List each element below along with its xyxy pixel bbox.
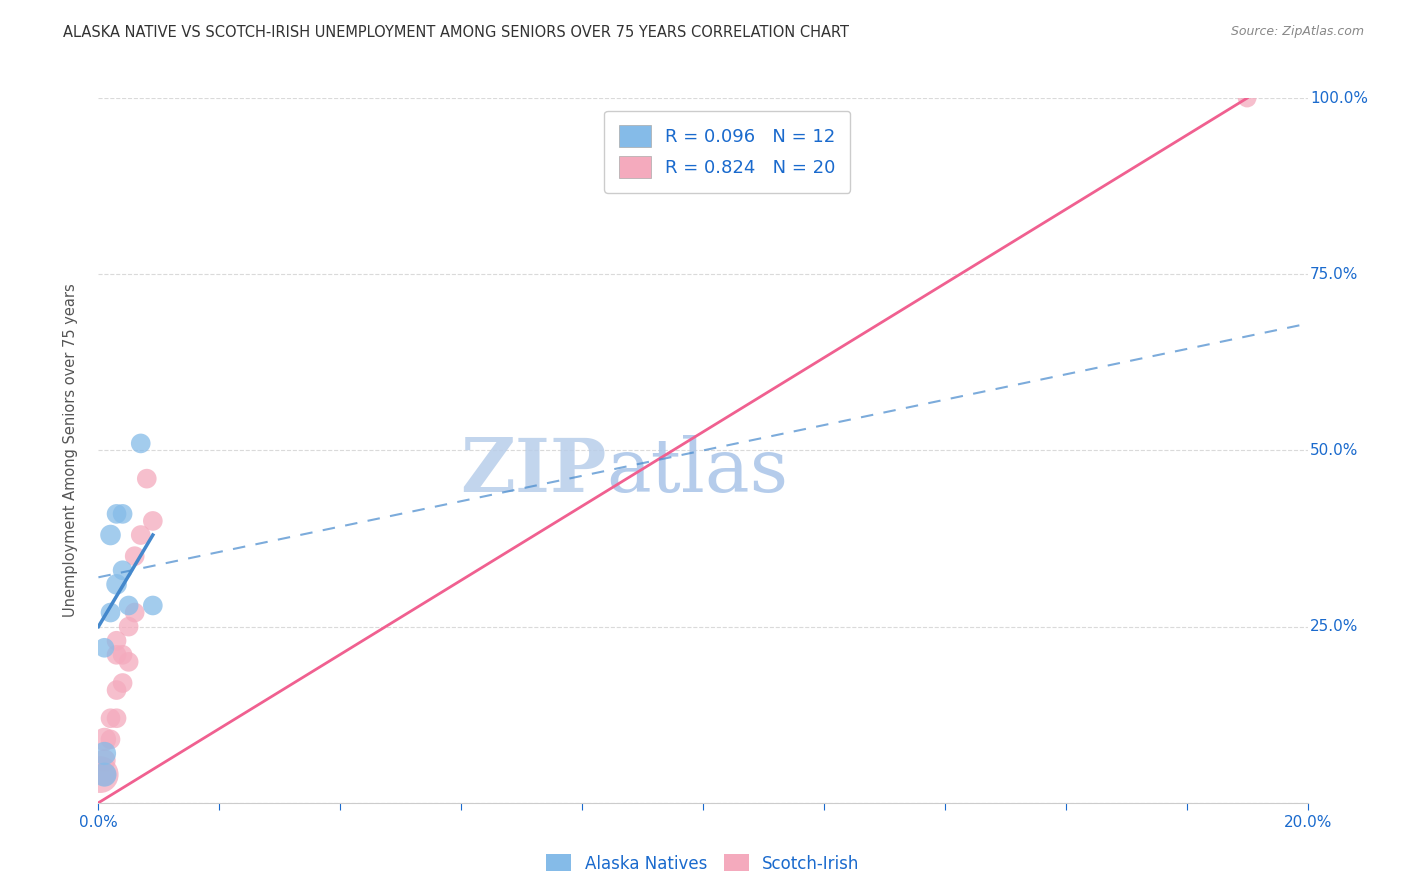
Point: [105, 577, 128, 591]
Legend: Alaska Natives, Scotch-Irish: Alaska Natives, Scotch-Irish: [540, 847, 866, 880]
Point: [124, 549, 146, 564]
Text: atlas: atlas: [606, 435, 789, 508]
Y-axis label: Unemployment Among Seniors over 75 years: Unemployment Among Seniors over 75 years: [63, 284, 77, 617]
Point: [100, 606, 122, 620]
Text: ALASKA NATIVE VS SCOTCH-IRISH UNEMPLOYMENT AMONG SENIORS OVER 75 YEARS CORRELATI: ALASKA NATIVE VS SCOTCH-IRISH UNEMPLOYME…: [63, 25, 849, 40]
Legend: R = 0.096   N = 12, R = 0.824   N = 20: R = 0.096 N = 12, R = 0.824 N = 20: [605, 111, 851, 193]
Point: [93, 747, 115, 761]
Text: 25.0%: 25.0%: [1310, 619, 1358, 634]
Point: [118, 619, 141, 633]
Point: [105, 683, 128, 698]
Point: [124, 606, 146, 620]
Point: [93, 767, 115, 781]
Point: [1236, 91, 1258, 105]
Point: [93, 767, 115, 781]
Point: [105, 507, 128, 521]
Text: Source: ZipAtlas.com: Source: ZipAtlas.com: [1230, 25, 1364, 38]
Point: [93, 732, 115, 747]
Point: [142, 599, 165, 613]
Point: [135, 472, 157, 486]
Point: [111, 507, 134, 521]
Point: [100, 528, 122, 542]
Text: 50.0%: 50.0%: [1310, 443, 1358, 458]
Point: [93, 640, 115, 655]
Point: [118, 655, 141, 669]
Point: [100, 732, 122, 747]
Point: [105, 633, 128, 648]
Text: ZIP: ZIP: [460, 435, 606, 508]
Point: [129, 436, 152, 450]
Text: 75.0%: 75.0%: [1310, 267, 1358, 282]
Point: [111, 648, 134, 662]
Text: 100.0%: 100.0%: [1310, 91, 1368, 105]
Point: [105, 648, 128, 662]
Point: [111, 676, 134, 690]
Point: [105, 711, 128, 725]
Point: [142, 514, 165, 528]
Point: [89, 767, 111, 781]
Point: [100, 711, 122, 725]
Point: [118, 599, 141, 613]
Point: [129, 528, 152, 542]
Point: [93, 754, 115, 768]
Point: [111, 563, 134, 577]
